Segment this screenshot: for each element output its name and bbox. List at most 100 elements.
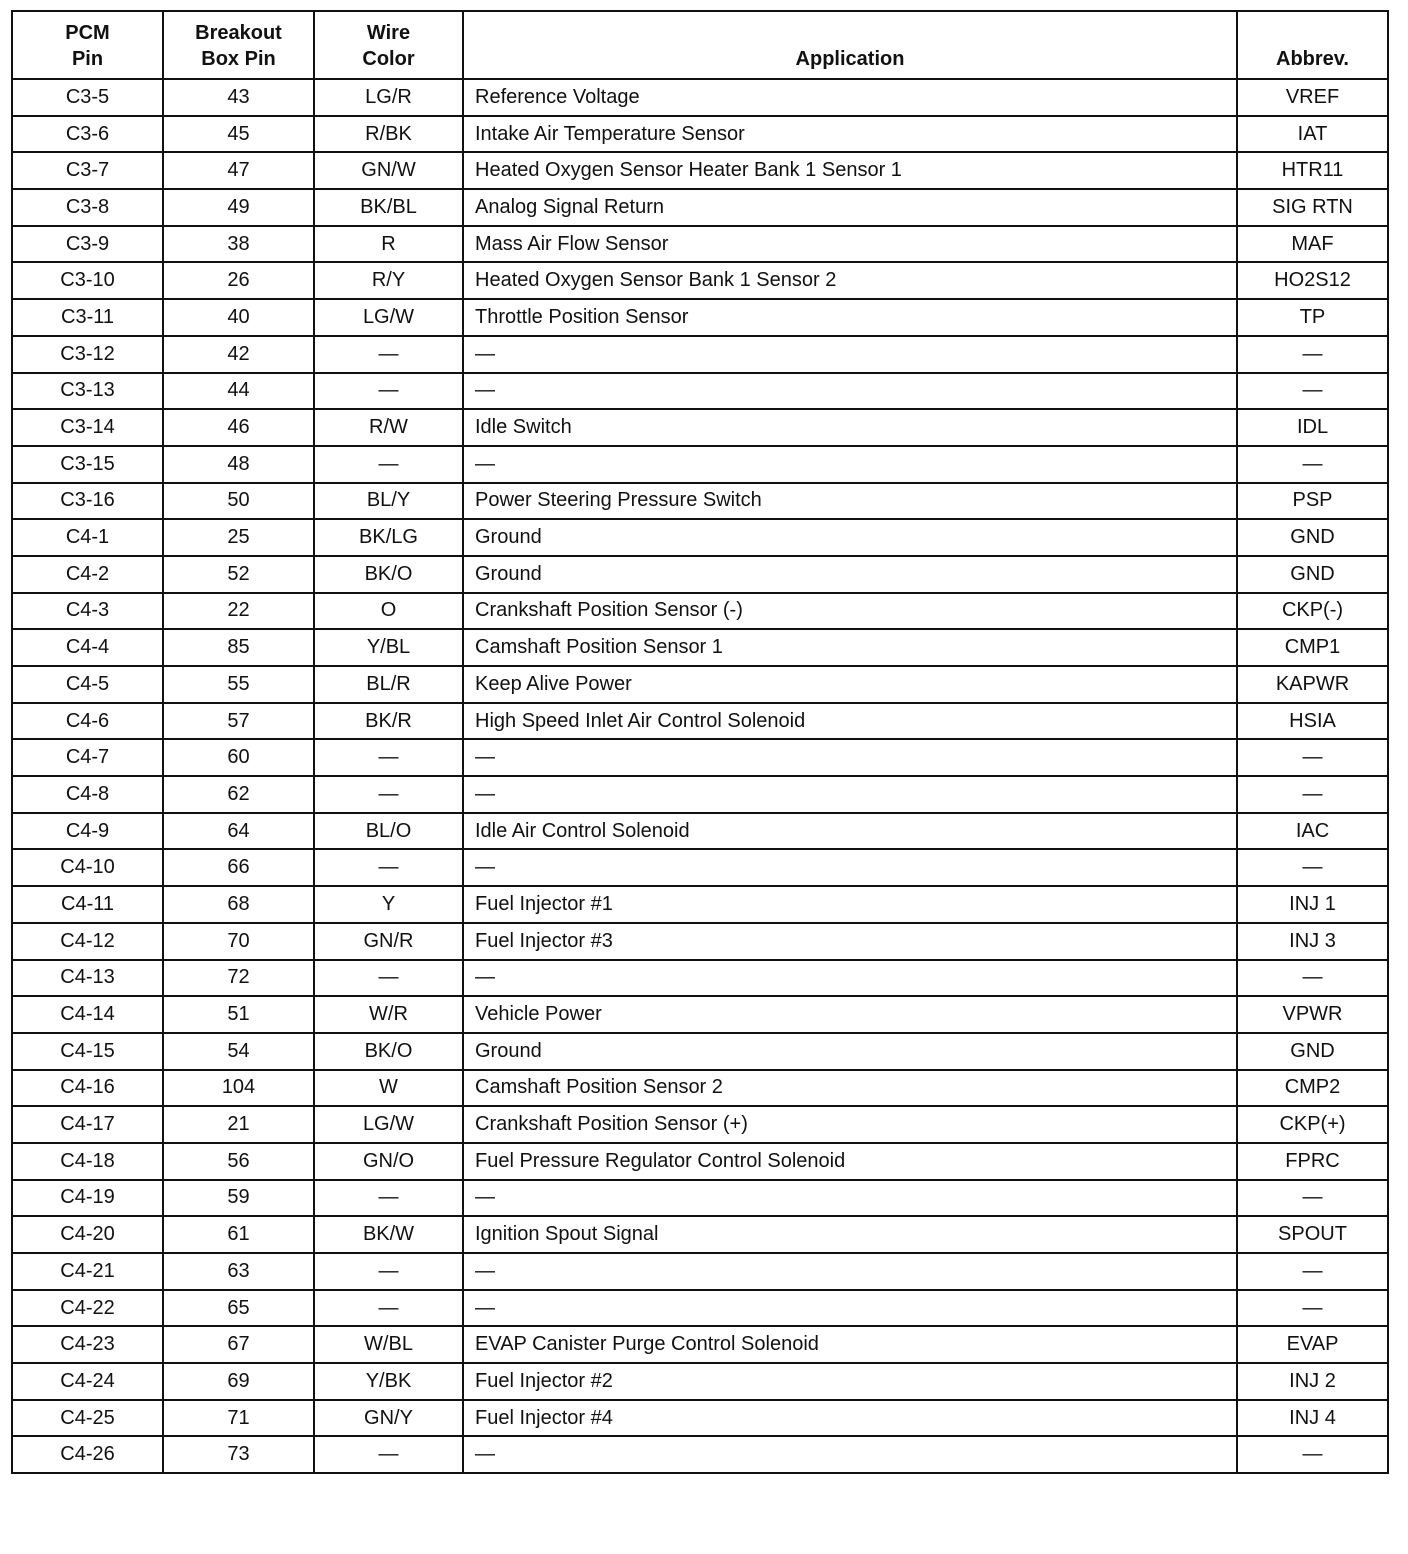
breakout-pin-cell: 71 [162,1398,315,1438]
breakout-pin-cell: 68 [162,885,315,924]
abbrev-cell: — [1236,1288,1389,1328]
table-header: PCM Pin Breakout Box Pin Wire Color Appl… [11,10,1389,80]
application-cell: Mass Air Flow Sensor [462,224,1238,264]
pcm-pin-cell: C4-7 [11,738,164,778]
wire-color-cell: BK/O [313,554,464,594]
abbrev-cell: — [1236,1435,1389,1475]
table-row: C4-18 56 GN/O Fuel Pressure Regulator Contr… [11,1141,1389,1181]
abbrev-cell: HSIA [1236,701,1389,741]
pcm-pin-cell: C4-12 [11,921,164,961]
pcm-pin-cell: C3-5 [11,78,164,117]
pcm-pin-cell: C4-6 [11,701,164,741]
pcm-pin-cell: C4-19 [11,1178,164,1218]
pcm-pin-cell: C3-9 [11,224,164,264]
pcm-pin-cell: C4-25 [11,1398,164,1438]
table-row: C4-14 51 W/R Vehicle Power VPWR [11,995,1389,1034]
table-row: C3-6 45 R/BK Intake Air Temperature Sensor I… [11,114,1389,154]
breakout-pin-cell: 22 [162,591,315,631]
abbrev-cell: INJ 3 [1236,921,1389,961]
table-row: C3-9 38 R Mass Air Flow Sensor MAF [11,224,1389,264]
application-cell: Heated Oxygen Sensor Bank 1 Sensor 2 [462,261,1238,301]
application-cell: Analog Signal Return [462,188,1238,227]
application-cell: Crankshaft Position Sensor (-) [462,591,1238,631]
wire-color-cell: — [313,1435,464,1475]
application-cell: Power Steering Pressure Switch [462,481,1238,521]
abbrev-cell: SPOUT [1236,1215,1389,1254]
application-cell: — [462,1288,1238,1328]
table-row: C4-23 67 W/BL EVAP Canister Purge Control S… [11,1325,1389,1365]
wire-color-cell: — [313,848,464,888]
table-row: C4-24 69 Y/BK Fuel Injector #2 INJ 2 [11,1362,1389,1401]
header-abbrev: Abbrev. [1236,10,1389,80]
application-cell: Vehicle Power [462,995,1238,1034]
breakout-pin-cell: 56 [162,1141,315,1181]
breakout-pin-cell: 104 [162,1068,315,1108]
wire-color-cell: R [313,224,464,264]
application-cell: Camshaft Position Sensor 1 [462,628,1238,667]
abbrev-cell: — [1236,371,1389,411]
pcm-pin-cell: C4-8 [11,775,164,814]
abbrev-cell: VREF [1236,78,1389,117]
pcm-pin-cell: C4-14 [11,995,164,1034]
pcm-pin-cell: C4-11 [11,885,164,924]
table-row: C4-21 63— — — [11,1252,1389,1291]
application-cell: Heated Oxygen Sensor Heater Bank 1 Senso… [462,151,1238,191]
pcm-pin-cell: C4-4 [11,628,164,667]
breakout-pin-cell: 54 [162,1031,315,1071]
pcm-pin-cell: C4-3 [11,591,164,631]
wire-color-cell: BK/W [313,1215,464,1254]
application-cell: — [462,775,1238,814]
table-row: C4-16 104 W Camshaft Position Sensor 2 CMP2 [11,1068,1389,1108]
breakout-pin-cell: 70 [162,921,315,961]
table-row: C4-10 66— — — [11,848,1389,888]
abbrev-cell: — [1236,958,1389,998]
breakout-pin-cell: 44 [162,371,315,411]
abbrev-cell: INJ 2 [1236,1362,1389,1401]
application-cell: Intake Air Temperature Sensor [462,114,1238,154]
wire-color-cell: Y/BK [313,1362,464,1401]
application-cell: — [462,444,1238,484]
pcm-pin-cell: C4-5 [11,665,164,704]
wire-color-cell: GN/W [313,151,464,191]
abbrev-cell: — [1236,848,1389,888]
pcm-pin-cell: C3-15 [11,444,164,484]
abbrev-cell: — [1236,334,1389,374]
breakout-pin-cell: 69 [162,1362,315,1401]
wire-color-cell: GN/Y [313,1398,464,1438]
abbrev-cell: PSP [1236,481,1389,521]
pcm-pin-cell: C3-6 [11,114,164,154]
abbrev-cell: HO2S12 [1236,261,1389,301]
application-cell: Ignition Spout Signal [462,1215,1238,1254]
table-row: C4-15 54 BK/O Ground GND [11,1031,1389,1071]
application-cell: Fuel Injector #2 [462,1362,1238,1401]
abbrev-cell: GND [1236,554,1389,594]
table-row: C4-4 85 Y/BL Camshaft Position Sensor 1 CMP1 [11,628,1389,667]
abbrev-cell: GND [1236,518,1389,557]
pcm-pin-cell: C3-10 [11,261,164,301]
breakout-pin-cell: 40 [162,298,315,337]
breakout-pin-cell: 47 [162,151,315,191]
header-pcm-pin: PCM Pin [11,10,164,80]
wire-color-cell: LG/W [313,298,464,337]
breakout-pin-cell: 25 [162,518,315,557]
breakout-pin-cell: 62 [162,775,315,814]
breakout-pin-cell: 85 [162,628,315,667]
table-row: C3-7 47 GN/W Heated Oxygen Sensor Heater Ba… [11,151,1389,191]
table-row: C3-16 50 BL/Y Power Steering Pressure Switc… [11,481,1389,521]
wire-color-cell: GN/R [313,921,464,961]
wire-color-cell: BK/LG [313,518,464,557]
pcm-pin-cell: C4-16 [11,1068,164,1108]
breakout-pin-cell: 26 [162,261,315,301]
wire-color-cell: BL/Y [313,481,464,521]
breakout-pin-cell: 66 [162,848,315,888]
table-row: C4-8 62— — — [11,775,1389,814]
pcm-pin-cell: C4-9 [11,811,164,851]
application-cell: Fuel Injector #1 [462,885,1238,924]
application-cell: Idle Switch [462,408,1238,447]
abbrev-cell: KAPWR [1236,665,1389,704]
wire-color-cell: R/Y [313,261,464,301]
pcm-pin-cell: C4-21 [11,1252,164,1291]
pcm-pin-cell: C4-20 [11,1215,164,1254]
wire-color-cell: — [313,958,464,998]
wire-color-cell: — [313,738,464,778]
